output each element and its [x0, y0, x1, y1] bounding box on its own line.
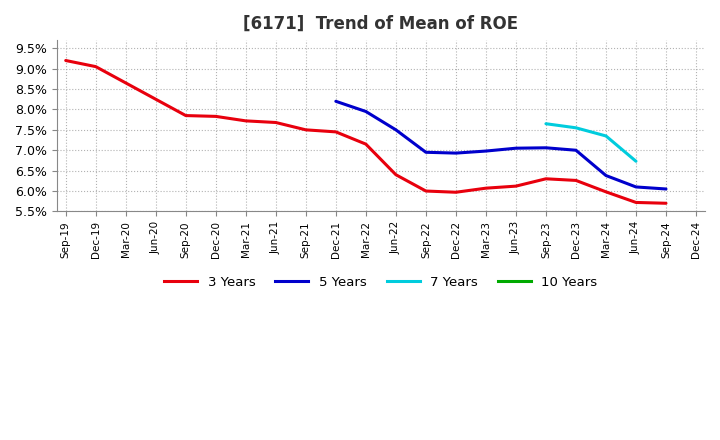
7 Years	[541, 121, 550, 126]
3 Years	[572, 178, 580, 183]
Title: [6171]  Trend of Mean of ROE: [6171] Trend of Mean of ROE	[243, 15, 518, 33]
Line: 3 Years: 3 Years	[66, 61, 666, 203]
3 Years	[151, 97, 160, 102]
5 Years	[572, 147, 580, 153]
3 Years	[512, 183, 521, 189]
Legend: 3 Years, 5 Years, 7 Years, 10 Years: 3 Years, 5 Years, 7 Years, 10 Years	[159, 270, 603, 294]
3 Years	[271, 120, 280, 125]
3 Years	[541, 176, 550, 181]
5 Years	[602, 173, 611, 178]
3 Years	[212, 114, 220, 119]
5 Years	[331, 99, 340, 104]
3 Years	[331, 129, 340, 135]
3 Years	[662, 201, 670, 206]
3 Years	[241, 118, 250, 124]
3 Years	[631, 200, 640, 205]
3 Years	[91, 64, 100, 69]
3 Years	[361, 142, 370, 147]
3 Years	[122, 80, 130, 85]
Line: 7 Years: 7 Years	[546, 124, 636, 161]
3 Years	[181, 113, 190, 118]
5 Years	[361, 109, 370, 114]
5 Years	[662, 187, 670, 192]
5 Years	[392, 127, 400, 132]
7 Years	[631, 158, 640, 164]
3 Years	[482, 186, 490, 191]
3 Years	[602, 189, 611, 194]
5 Years	[451, 150, 460, 156]
5 Years	[541, 145, 550, 150]
3 Years	[61, 58, 70, 63]
5 Years	[422, 150, 431, 155]
7 Years	[602, 133, 611, 139]
5 Years	[631, 184, 640, 190]
5 Years	[512, 146, 521, 151]
Line: 5 Years: 5 Years	[336, 101, 666, 189]
3 Years	[451, 190, 460, 195]
3 Years	[302, 127, 310, 132]
3 Years	[422, 188, 431, 194]
3 Years	[392, 172, 400, 177]
5 Years	[482, 148, 490, 154]
7 Years	[572, 125, 580, 130]
